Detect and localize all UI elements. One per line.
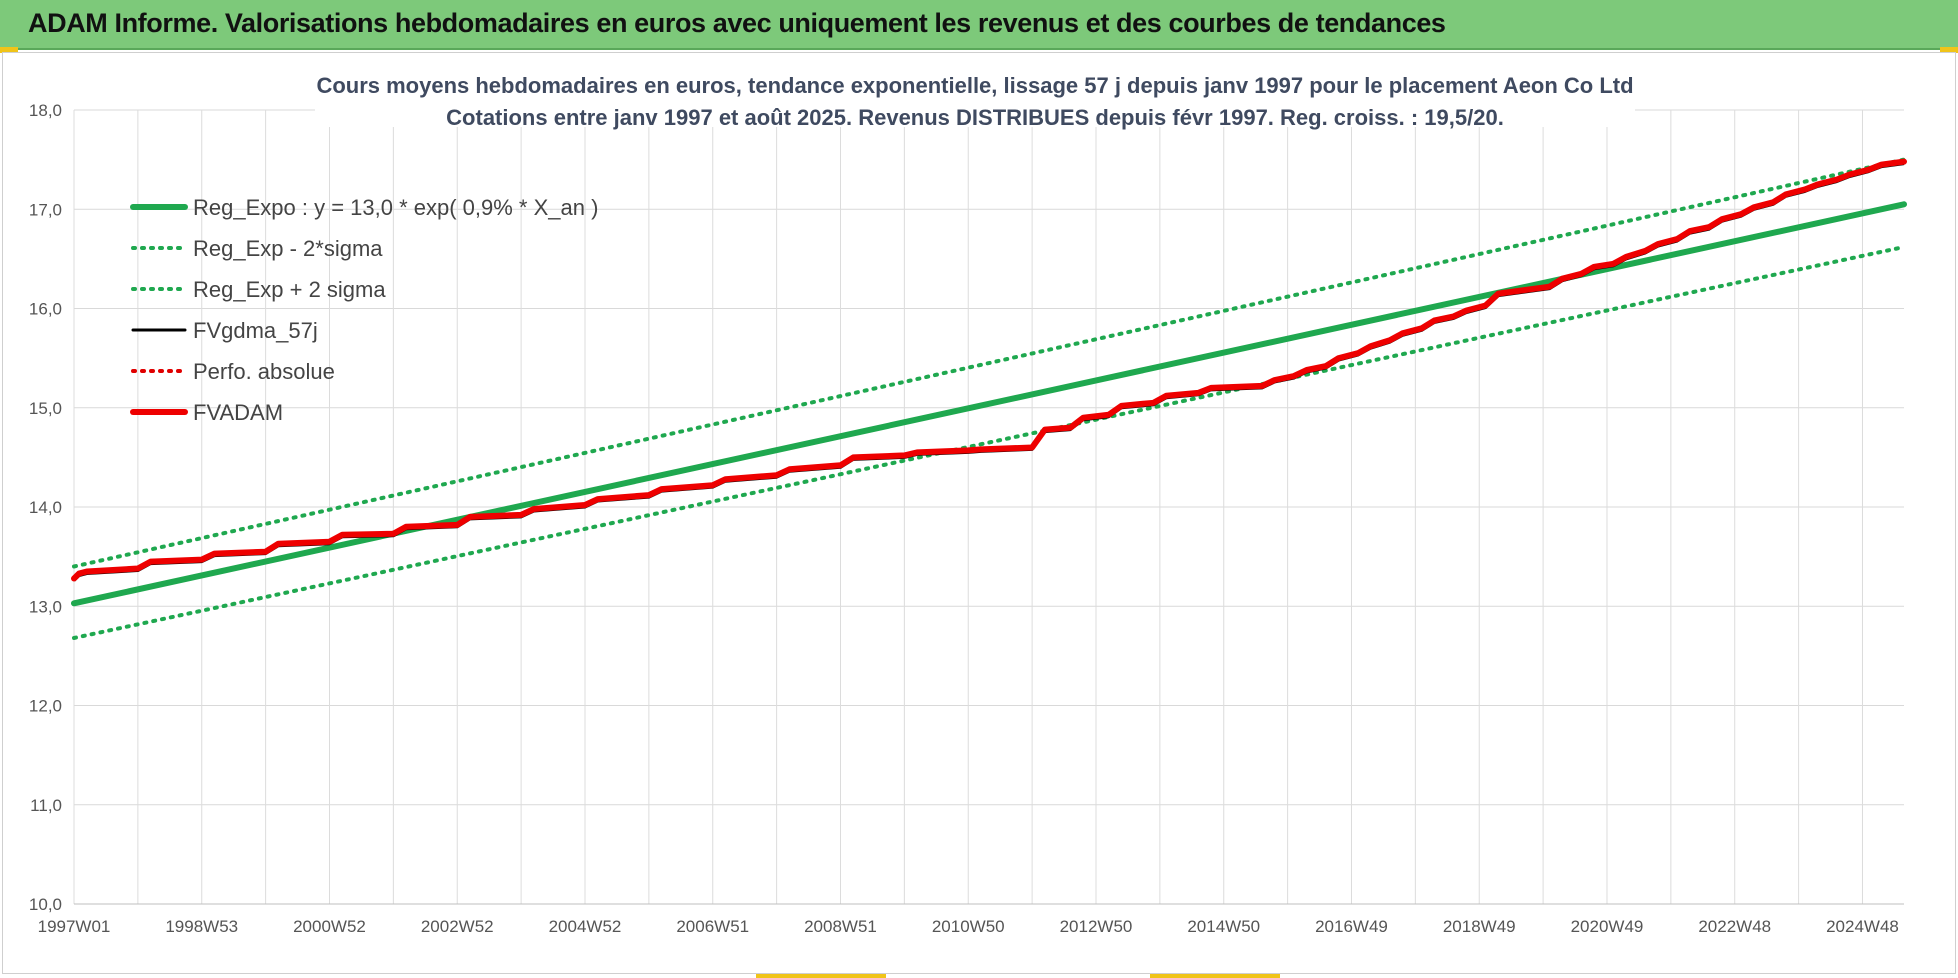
corner-marker-left xyxy=(0,47,18,53)
legend-label: Reg_Expo : y = 13,0 * exp( 0,9% * X_an ) xyxy=(193,195,598,220)
y-axis: 10,0 11,0 12,0 13,0 14,0 15,0 16,0 17,0 18,0 xyxy=(29,101,62,914)
chart-title-background xyxy=(315,61,1635,127)
y-tick-label: 13,0 xyxy=(29,597,62,616)
y-tick-label: 10,0 xyxy=(29,895,62,914)
x-tick-label: 1998W53 xyxy=(165,917,238,936)
chart-title: Cours moyens hebdomadaires en euros, ten… xyxy=(316,73,1633,98)
y-tick-label: 11,0 xyxy=(30,796,62,815)
corner-marker-right xyxy=(1940,47,1958,53)
x-tick-label: 2016W49 xyxy=(1315,917,1388,936)
bottom-marker xyxy=(1150,974,1280,978)
x-tick-label: 2018W49 xyxy=(1443,917,1516,936)
series-line-2 xyxy=(72,157,1906,569)
chart-series xyxy=(71,157,1907,640)
series-line-fvadam xyxy=(71,158,1907,582)
series-line-fvgdma xyxy=(72,162,1905,582)
legend-label: FVADAM xyxy=(193,400,283,425)
x-tick-label: 2008W51 xyxy=(804,917,877,936)
chart-grid xyxy=(73,109,1904,905)
legend-label: FVgdma_57j xyxy=(193,318,318,343)
x-tick-label: 2022W48 xyxy=(1698,917,1771,936)
header-bar: ADAM Informe. Valorisations hebdomadaire… xyxy=(0,0,1958,50)
chart-legend: Reg_Expo : y = 13,0 * exp( 0,9% * X_an )… xyxy=(130,195,598,425)
x-tick-label: 2000W52 xyxy=(293,917,366,936)
x-tick-label: 2006W51 xyxy=(676,917,749,936)
y-tick-label: 16,0 xyxy=(29,300,62,319)
x-axis: 1997W01 1998W53 2000W52 2002W52 2004W52 2006W… xyxy=(38,917,1899,936)
x-tick-label: 1997W01 xyxy=(38,917,111,936)
x-tick-label: 2002W52 xyxy=(421,917,494,936)
page-title: ADAM Informe. Valorisations hebdomadaire… xyxy=(28,8,1446,38)
bottom-marker xyxy=(756,974,886,978)
y-tick-label: 14,0 xyxy=(29,498,62,517)
chart-area: 10,0 11,0 12,0 13,0 14,0 15,0 16,0 17,0 18,0 199… xyxy=(2,52,1956,974)
series-line-0 xyxy=(71,201,1907,607)
x-tick-label: 2024W48 xyxy=(1826,917,1899,936)
y-tick-label: 17,0 xyxy=(29,200,62,219)
legend-label: Perfo. absolue xyxy=(193,359,335,384)
x-tick-label: 2004W52 xyxy=(549,917,622,936)
y-tick-label: 15,0 xyxy=(29,399,62,418)
x-tick-label: 2014W50 xyxy=(1187,917,1260,936)
y-tick-label: 12,0 xyxy=(29,697,62,716)
x-tick-label: 2010W50 xyxy=(932,917,1005,936)
series-line-1 xyxy=(72,245,1906,640)
y-tick-label: 18,0 xyxy=(29,101,62,120)
line-chart: 10,0 11,0 12,0 13,0 14,0 15,0 16,0 17,0 18,0 199… xyxy=(29,61,1907,936)
x-tick-label: 2012W50 xyxy=(1060,917,1133,936)
legend-label: Reg_Exp - 2*sigma xyxy=(193,236,383,261)
legend-label: Reg_Exp + 2 sigma xyxy=(193,277,386,302)
x-tick-label: 2020W49 xyxy=(1571,917,1644,936)
chart-subtitle: Cotations entre janv 1997 et août 2025. … xyxy=(446,105,1504,130)
